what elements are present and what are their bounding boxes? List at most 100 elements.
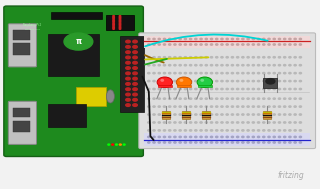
Circle shape (200, 44, 202, 45)
Circle shape (226, 98, 228, 99)
Circle shape (247, 73, 249, 74)
Circle shape (299, 88, 301, 90)
Circle shape (242, 98, 244, 99)
Circle shape (113, 24, 115, 25)
Circle shape (236, 136, 239, 138)
Circle shape (126, 61, 130, 64)
Circle shape (289, 122, 291, 123)
Circle shape (169, 142, 171, 143)
Circle shape (126, 46, 130, 48)
Circle shape (257, 81, 260, 82)
Circle shape (231, 122, 234, 123)
Circle shape (169, 98, 171, 99)
Circle shape (184, 114, 187, 115)
Circle shape (278, 38, 281, 40)
Circle shape (113, 23, 115, 24)
Circle shape (299, 57, 301, 58)
Circle shape (221, 81, 223, 82)
Circle shape (189, 88, 192, 90)
Circle shape (268, 122, 270, 123)
Circle shape (247, 38, 249, 40)
Circle shape (242, 65, 244, 66)
Circle shape (236, 81, 239, 82)
Circle shape (299, 81, 301, 82)
Circle shape (216, 136, 218, 138)
Circle shape (169, 38, 171, 40)
Circle shape (164, 38, 166, 40)
Circle shape (299, 98, 301, 99)
Circle shape (242, 106, 244, 107)
Circle shape (263, 130, 265, 131)
Circle shape (284, 98, 286, 99)
Circle shape (247, 65, 249, 66)
Text: fritzing: fritzing (278, 170, 305, 180)
Bar (198, 85, 212, 87)
FancyBboxPatch shape (8, 101, 36, 144)
Circle shape (257, 142, 260, 143)
Circle shape (210, 65, 213, 66)
Circle shape (226, 130, 228, 131)
Circle shape (284, 81, 286, 82)
Circle shape (133, 93, 137, 96)
Circle shape (294, 130, 296, 131)
Circle shape (289, 130, 291, 131)
Circle shape (273, 130, 275, 131)
Circle shape (247, 130, 249, 131)
Circle shape (242, 136, 244, 138)
Ellipse shape (180, 79, 183, 82)
Circle shape (273, 136, 275, 138)
Circle shape (247, 142, 249, 143)
Circle shape (231, 88, 234, 90)
Circle shape (174, 122, 176, 123)
Circle shape (226, 44, 228, 45)
Circle shape (148, 136, 150, 138)
Circle shape (126, 40, 130, 43)
Circle shape (294, 38, 296, 40)
Circle shape (216, 44, 218, 45)
Circle shape (174, 73, 176, 74)
Bar (263, 111, 271, 119)
Circle shape (226, 122, 228, 123)
Circle shape (210, 57, 213, 58)
Circle shape (116, 144, 117, 145)
Circle shape (210, 142, 213, 143)
Circle shape (252, 142, 254, 143)
Circle shape (200, 57, 202, 58)
Circle shape (164, 114, 166, 115)
Circle shape (289, 114, 291, 115)
Circle shape (189, 73, 192, 74)
Circle shape (278, 142, 281, 143)
Circle shape (231, 130, 234, 131)
Ellipse shape (157, 77, 172, 87)
FancyBboxPatch shape (4, 6, 143, 156)
Circle shape (158, 88, 160, 90)
Circle shape (205, 88, 207, 90)
Circle shape (184, 57, 187, 58)
Circle shape (210, 44, 213, 45)
Bar (203, 111, 211, 119)
Bar (106, 15, 134, 30)
Circle shape (126, 56, 130, 59)
Circle shape (153, 106, 155, 107)
Circle shape (231, 65, 234, 66)
Circle shape (273, 57, 275, 58)
Circle shape (179, 57, 181, 58)
Circle shape (158, 65, 160, 66)
Circle shape (113, 16, 115, 17)
Circle shape (284, 65, 286, 66)
Circle shape (257, 73, 260, 74)
Circle shape (153, 38, 155, 40)
Circle shape (153, 136, 155, 138)
Circle shape (164, 57, 166, 58)
Circle shape (174, 44, 176, 45)
Circle shape (284, 73, 286, 74)
Circle shape (299, 122, 301, 123)
Circle shape (252, 122, 254, 123)
Circle shape (252, 98, 254, 99)
Circle shape (205, 65, 207, 66)
Circle shape (153, 88, 155, 90)
Circle shape (210, 136, 213, 138)
Circle shape (289, 38, 291, 40)
Circle shape (216, 57, 218, 58)
Circle shape (268, 81, 270, 82)
